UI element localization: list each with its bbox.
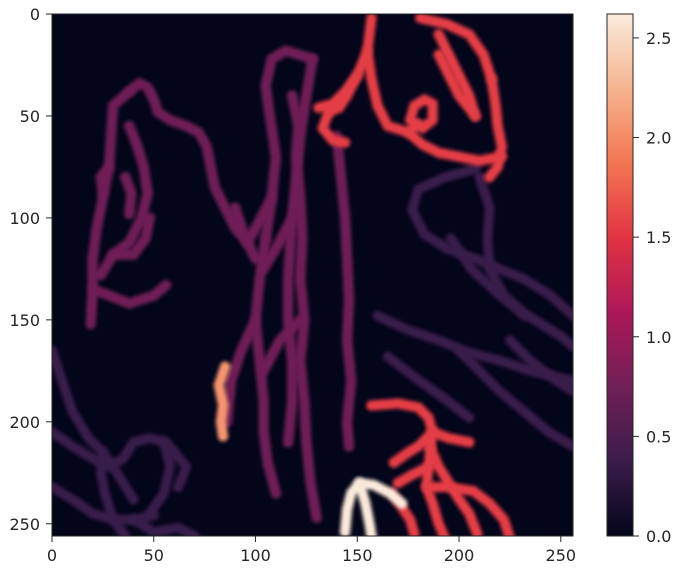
heatmap-ridge	[223, 315, 260, 426]
colorbar-axis: 0.0 0.5 1.0 1.5 2.0 2.5	[633, 29, 671, 546]
heatmap-ridge	[288, 91, 321, 522]
heatmap-ridge	[422, 483, 514, 536]
heatmap-ridge	[259, 315, 305, 375]
heatmap-ridge	[261, 46, 317, 243]
colorbar-tick-label: 2.0	[646, 129, 671, 148]
colorbar-tick-label: 0.0	[646, 527, 671, 546]
heatmap-ridge	[259, 213, 297, 273]
colorbar	[606, 13, 634, 537]
plot-frame	[51, 13, 574, 537]
heatmap-ridge	[408, 165, 573, 320]
heatmap-ridge	[96, 448, 130, 536]
heatmap-ridge	[145, 438, 174, 518]
heatmap-ridge	[121, 173, 136, 218]
heatmap-ridge	[88, 281, 170, 308]
heatmap-ridge	[355, 479, 376, 536]
colorbar-tick-label: 0.5	[646, 427, 671, 446]
y-tick-label: 100	[9, 209, 40, 228]
x-tick-label: 150	[342, 546, 373, 565]
heatmap-ridge	[485, 75, 506, 182]
x-tick-label: 250	[546, 546, 577, 565]
heatmap-ridge	[389, 428, 437, 467]
heatmap-ridge	[383, 352, 474, 422]
heatmap-ridge	[428, 428, 474, 447]
heatmap-ridge	[214, 362, 229, 441]
y-tick-label: 250	[9, 515, 40, 534]
heatmap-ridge	[446, 234, 573, 351]
heatmap-ridge	[394, 462, 433, 487]
y-axis: 0 50 100 150 200 250	[9, 5, 52, 534]
y-tick-label: 0	[30, 5, 40, 24]
x-tick-label: 200	[444, 546, 475, 565]
heatmap-ridge	[455, 346, 573, 451]
x-tick-label: 100	[240, 546, 271, 565]
heatmap-ridge	[251, 234, 280, 498]
heatmap-cells	[52, 14, 573, 536]
x-axis: 0 50 100 150 200 250	[47, 536, 576, 565]
colorbar-tick-label: 1.0	[646, 328, 671, 347]
colorbar-tick-label: 2.5	[646, 29, 671, 48]
heatmap-ridge	[406, 95, 437, 133]
heatmap-ridge	[404, 128, 506, 165]
heatmap-ridge	[332, 132, 356, 451]
x-tick-label: 0	[47, 546, 57, 565]
heatmap-ridge	[129, 515, 199, 536]
heatmap-ridge	[314, 71, 362, 112]
heatmap-ridge	[416, 14, 496, 84]
heatmap-ridge	[505, 336, 573, 396]
y-tick-label: 50	[20, 107, 40, 126]
heatmap-ridge	[52, 346, 138, 504]
colorbar-tick-label: 1.5	[646, 228, 671, 247]
heatmap-ridge	[318, 107, 350, 147]
heatmap-ridge	[109, 213, 154, 259]
heatmap-ridge	[125, 79, 252, 247]
y-tick-label: 150	[9, 311, 40, 330]
x-tick-label: 50	[144, 546, 164, 565]
heatmap-ridge	[170, 448, 191, 492]
y-tick-label: 200	[9, 413, 40, 432]
heatmap-ridge	[284, 54, 317, 447]
heatmap-ridge	[434, 50, 480, 120]
heatmap-ridge	[96, 162, 113, 198]
